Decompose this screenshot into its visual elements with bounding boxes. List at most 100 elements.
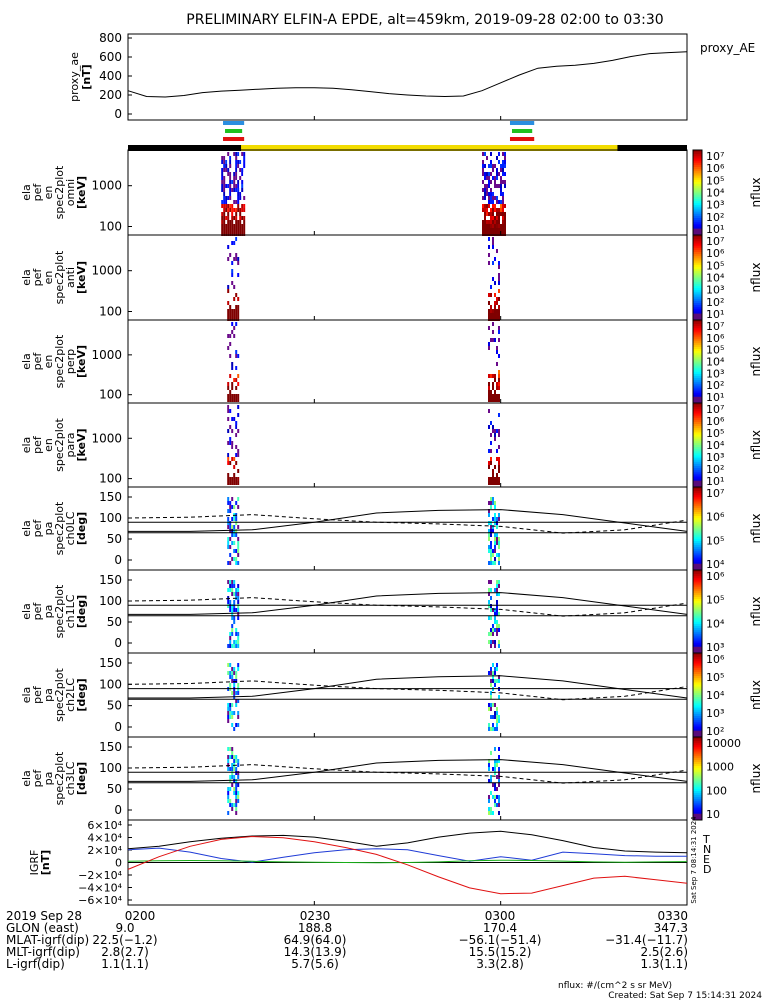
- spectrogram-pixel: [488, 727, 490, 731]
- spectrogram-pixel: [233, 644, 236, 648]
- spectrogram-pixel: [498, 719, 500, 723]
- colorbar-swatch: [693, 590, 702, 594]
- spectrogram-pixel: [227, 152, 230, 156]
- spectrogram-pixel: [488, 549, 490, 553]
- spectrogram-pixel: [229, 608, 232, 612]
- colorbar-swatch: [693, 576, 702, 579]
- colorbar-swatch: [693, 516, 702, 519]
- colorbar-swatch: [693, 421, 702, 425]
- colorbar-tick-label: 10⁵: [706, 427, 724, 440]
- colorbar-swatch: [693, 332, 702, 336]
- colorbar-label: nflux: [749, 263, 763, 293]
- colorbar-tick-label: 10⁴: [706, 356, 725, 369]
- spectrogram-pixel: [229, 501, 232, 505]
- y-axis-label: [keV]: [75, 428, 88, 461]
- spectrogram-pixel: [492, 212, 494, 216]
- spectrogram-pixel: [233, 326, 236, 330]
- spectrogram-pixel: [496, 763, 498, 767]
- spectrogram-pixel: [231, 232, 234, 236]
- y-tick-label: 150: [99, 656, 122, 670]
- spectrogram-pixel: [229, 775, 232, 779]
- spectrogram-pixel: [235, 421, 238, 425]
- colorbar-swatch: [693, 803, 702, 806]
- spectrogram-pixel: [494, 394, 496, 398]
- spectrogram-pixel: [498, 277, 500, 281]
- spectrogram-pixel: [498, 675, 500, 679]
- spectrogram-pixel: [239, 176, 242, 180]
- spectrogram-pixel: [502, 204, 504, 208]
- spectrogram-pixel: [229, 425, 232, 429]
- colorbar-swatch: [693, 264, 702, 268]
- spectrogram-pixel: [227, 715, 230, 719]
- colorbar-swatch: [693, 626, 702, 629]
- spectrogram-pixel: [494, 549, 496, 553]
- spectrogram-pixel: [227, 767, 230, 771]
- spectrogram-pixel: [498, 795, 500, 799]
- spectrogram-pixel: [498, 265, 500, 269]
- spectrogram-pixel: [494, 465, 496, 469]
- spectrogram-pixel: [484, 164, 486, 168]
- spectrogram-pixel: [492, 216, 494, 220]
- spectrogram-pixel: [498, 481, 500, 485]
- spectrogram-pixel: [496, 719, 498, 723]
- spectrogram-pixel: [221, 216, 224, 220]
- spectrogram-pixel: [231, 445, 234, 449]
- colorbar-swatch: [693, 613, 702, 617]
- spectrogram-pixel: [235, 176, 238, 180]
- spectrogram-pixel: [239, 180, 242, 184]
- spectrogram-pixel: [494, 257, 496, 261]
- spectrogram-pixel: [241, 228, 244, 232]
- colorbar-swatch: [693, 640, 702, 644]
- spectrogram-pixel: [227, 477, 230, 481]
- spectrogram-pixel: [227, 600, 230, 604]
- spectrogram-pixel: [237, 168, 240, 172]
- spectrogram-pixel: [239, 212, 242, 216]
- spectrogram-pixel: [500, 228, 502, 232]
- spectrogram-pixel: [494, 521, 496, 525]
- colorbar-tick-label: 10⁷: [706, 403, 724, 416]
- spectrogram-pixel: [221, 232, 224, 236]
- spectrogram-pixel: [490, 224, 492, 228]
- spectrogram-pixel: [494, 612, 496, 616]
- spectrogram-pixel: [488, 180, 490, 184]
- spectrogram-pixel: [231, 803, 234, 807]
- colorbar-swatch: [693, 167, 702, 170]
- spectrogram-pixel: [237, 398, 240, 402]
- spectrogram-pixel: [229, 671, 232, 675]
- colorbar-swatch: [693, 432, 702, 435]
- spectrogram-pixel: [237, 640, 240, 644]
- spectrogram-pixel: [235, 755, 238, 759]
- footer-value: −31.4(−11.7): [605, 933, 688, 947]
- spectrogram-pixel: [488, 807, 490, 811]
- spectrogram-pixel: [496, 787, 498, 791]
- spectrogram-pixel: [492, 727, 494, 731]
- spectrogram-pixel: [496, 707, 498, 711]
- spectrogram-pixel: [504, 184, 506, 188]
- spectrogram-pixel: [231, 679, 234, 683]
- spectrogram-pixel: [490, 433, 492, 437]
- spectrogram-pixel: [482, 160, 484, 164]
- spectrogram-pixel: [502, 232, 504, 236]
- colorbar-swatch: [693, 449, 702, 452]
- spectrogram-pixel: [227, 172, 230, 176]
- spectrogram-pixel: [490, 317, 492, 321]
- colorbar-swatch: [693, 164, 702, 168]
- colorbar-swatch: [693, 538, 702, 542]
- spectrogram-pixel: [229, 632, 232, 636]
- spectrogram-pixel: [233, 208, 236, 212]
- spectrogram-pixel: [243, 172, 246, 176]
- spectrogram-pixel: [231, 269, 234, 273]
- spectrogram-pixel: [494, 204, 496, 208]
- colorbar-swatch: [693, 307, 702, 310]
- colorbar-swatch: [693, 152, 702, 155]
- footer-value: 15.5(15.2): [469, 945, 532, 959]
- spectrogram-pixel: [235, 561, 238, 565]
- spectrogram-pixel: [241, 156, 244, 160]
- spectrogram-pixel: [229, 561, 232, 565]
- colorbar-swatch: [693, 222, 702, 225]
- footer-created: Created: Sat Sep 7 15:14:31 2024: [608, 991, 762, 1000]
- spectrogram-pixel: [488, 172, 490, 176]
- y-tick-label: −2×10⁴: [78, 869, 122, 882]
- plot-timestamp: Sat Sep 7 08:14:31 2024: [690, 816, 698, 904]
